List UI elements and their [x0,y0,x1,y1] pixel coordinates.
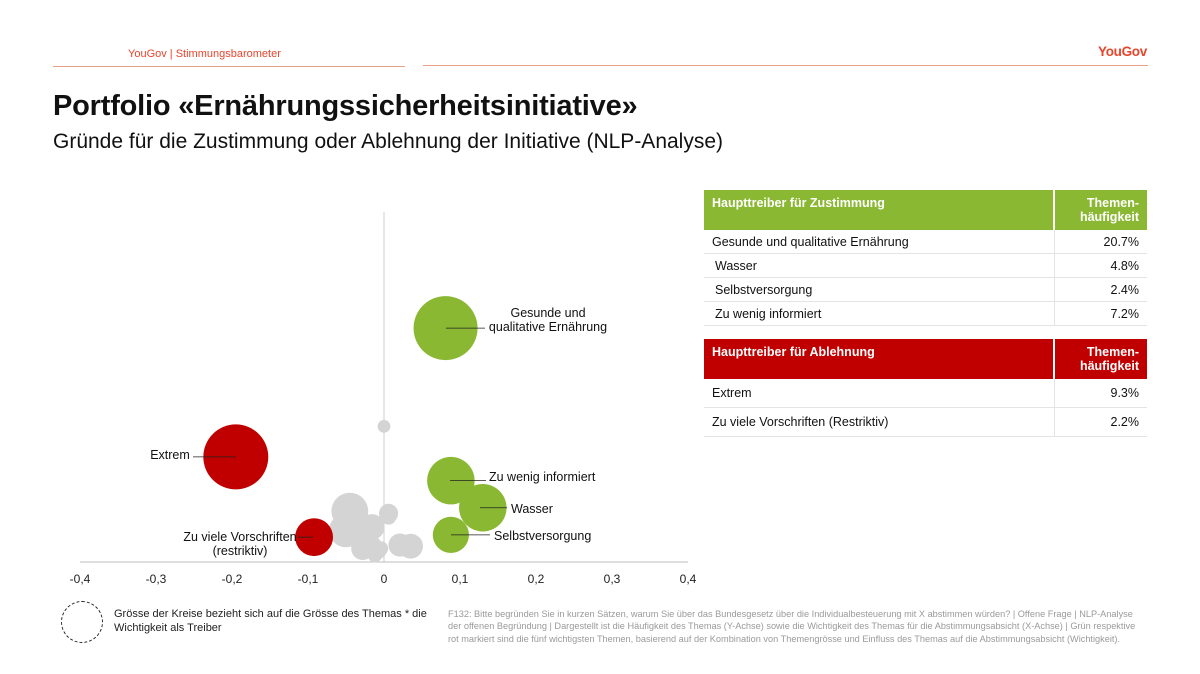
x-tick-label: 0,4 [680,572,697,586]
x-tick-label: -0,3 [146,572,167,586]
bubble-label-line: Wasser [511,502,553,516]
x-tick-label: 0 [381,572,388,586]
bubble-label: Gesunde und qualitative Ernährung [489,306,607,334]
bubble-label-line: Selbstversorgung [494,529,591,543]
bubble-highlight [295,518,334,557]
value-header-line2: häufigkeit [1079,210,1139,224]
row-label: Selbstversorgung [704,277,1054,302]
bubble-label-line: Zu viele Vorschriften [183,530,296,544]
x-tick-label: 0,1 [452,572,469,586]
table-row: Gesunde und qualitative Ernährung 20.7% [704,230,1147,254]
row-value: 2.2% [1053,407,1147,437]
x-tick-label: -0,4 [70,572,91,586]
table-ablehnung-value-header: Themen- häufigkeit [1053,339,1147,379]
bubble-label-line: Zu wenig informiert [489,470,596,484]
row-value: 9.3% [1053,379,1147,408]
table-row: Wasser 4.8% [704,253,1147,278]
bubble-other [380,508,397,525]
bubble-highlight [432,516,469,553]
yougov-logo: YouGov [1098,44,1147,59]
x-tick-label: -0,2 [222,572,243,586]
row-label: Zu viele Vorschriften (Restriktiv) [704,407,1054,437]
row-label: Gesunde und qualitative Ernährung [704,230,1054,254]
table-zustimmung-value-header: Themen- häufigkeit [1053,190,1147,230]
page-title: Portfolio «Ernährungssicherheitsinitiati… [53,90,638,122]
value-header-line1: Themen- [1086,345,1139,359]
row-value: 7.2% [1053,301,1147,326]
row-value: 2.4% [1053,277,1147,302]
table-row: Selbstversorgung 2.4% [704,277,1147,302]
row-label: Wasser [704,253,1054,278]
row-label: Extrem [704,379,1054,408]
x-tick-label: 0,2 [528,572,545,586]
bubble-other [398,533,423,559]
bubble-highlight [413,296,478,361]
page-subtitle: Gründe für die Zustimmung oder Ablehnung… [53,130,724,153]
table-ablehnung-header: Haupttreiber für Ablehnung [704,339,1054,379]
table-zustimmung: Haupttreiber für Zustimmung Themen- häuf… [704,190,1147,326]
bubble-label-line: Gesunde und [510,306,585,320]
value-header-line2: häufigkeit [1079,359,1139,373]
table-ablehnung: Haupttreiber für Ablehnung Themen- häufi… [704,339,1147,437]
header-source: YouGov | Stimmungsbarometer [128,48,281,60]
bubble-label-line: qualitative Ernährung [489,320,607,334]
row-value: 4.8% [1053,253,1147,278]
table-row: Zu wenig informiert 7.2% [704,301,1147,326]
bubble-other [359,514,385,540]
size-legend-circle-icon [61,601,103,643]
x-tick-label: 0,3 [604,572,621,586]
bubble-label: Extrem [150,448,190,462]
footnote: F132: Bitte begründen Sie in kurzen Sätz… [448,609,1136,644]
bubble-other [367,548,383,563]
bubble-other [377,420,391,433]
row-value: 20.7% [1053,230,1147,254]
bubble-label: Zu wenig informiert [489,470,596,484]
bubble-label-line: (restriktiv) [213,544,268,558]
bubble-label: Zu viele Vorschriften (restriktiv) [183,530,296,558]
table-row: Zu viele Vorschriften (Restriktiv) 2.2% [704,407,1147,437]
header-divider [423,65,1148,66]
table-zustimmung-header: Haupttreiber für Zustimmung [704,190,1054,230]
row-label: Zu wenig informiert [704,301,1054,326]
x-tick-label: -0,1 [298,572,319,586]
bubble-label: Selbstversorgung [494,529,591,543]
bubble-label-line: Extrem [150,448,190,462]
bubble-label: Wasser [511,502,553,516]
table-row: Extrem 9.3% [704,379,1147,408]
size-legend-text: Grösse der Kreise bezieht sich auf die G… [114,608,427,634]
header-source-bar: YouGov | Stimmungsbarometer [53,40,405,67]
value-header-line1: Themen- [1086,196,1139,210]
